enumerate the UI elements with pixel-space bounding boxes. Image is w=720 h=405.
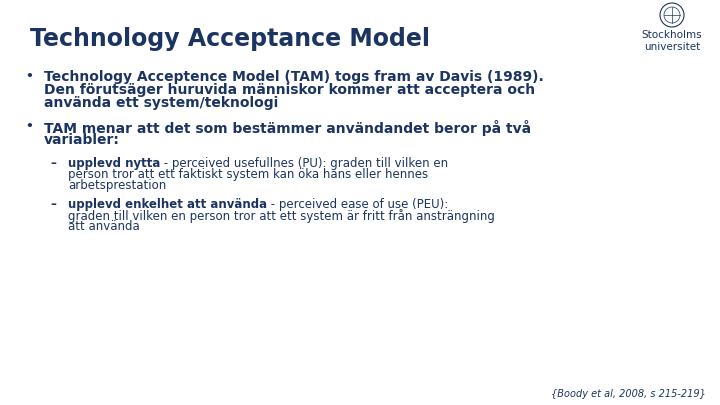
Text: person tror att ett faktiskt system kan öka hans eller hennes: person tror att ett faktiskt system kan … <box>68 168 428 181</box>
Text: - perceived ease of use (PEU):: - perceived ease of use (PEU): <box>267 198 449 211</box>
Text: –: – <box>50 198 56 211</box>
Text: •: • <box>25 120 33 133</box>
Text: graden till vilken en person tror att ett system är fritt från ansträngning: graden till vilken en person tror att et… <box>68 209 495 223</box>
Text: upplevd enkelhet att använda: upplevd enkelhet att använda <box>68 198 267 211</box>
Text: använda ett system/teknologi: använda ett system/teknologi <box>44 96 278 110</box>
Text: variabler:: variabler: <box>44 133 120 147</box>
Text: upplevd nytta: upplevd nytta <box>68 157 161 170</box>
Text: att använda: att använda <box>68 220 140 233</box>
Text: - perceived usefullnes (PU): graden till vilken en: - perceived usefullnes (PU): graden till… <box>161 157 449 170</box>
Text: Stockholms: Stockholms <box>642 30 702 40</box>
Text: arbetsprestation: arbetsprestation <box>68 179 166 192</box>
Text: Technology Acceptence Model (TAM) togs fram av Davis (1989).: Technology Acceptence Model (TAM) togs f… <box>44 70 544 84</box>
Text: TAM menar att det som bestämmer användandet beror på två: TAM menar att det som bestämmer användan… <box>44 120 531 136</box>
Text: Technology Acceptance Model: Technology Acceptance Model <box>30 27 430 51</box>
Text: •: • <box>25 70 33 83</box>
Text: {Boody et al, 2008, s 215-219}: {Boody et al, 2008, s 215-219} <box>551 389 706 399</box>
Text: Den förutsäger huruvida människor kommer att acceptera och: Den förutsäger huruvida människor kommer… <box>44 83 535 97</box>
Text: universitet: universitet <box>644 42 700 52</box>
Text: –: – <box>50 157 56 170</box>
